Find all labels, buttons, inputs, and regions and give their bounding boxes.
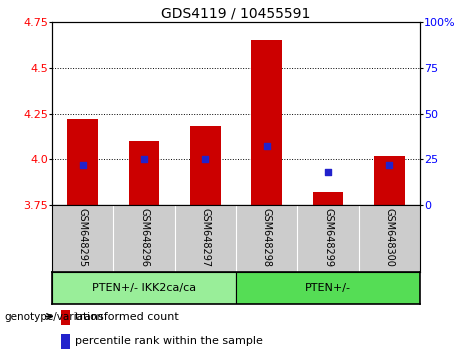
- Point: [140, 156, 148, 162]
- Bar: [313, 192, 343, 205]
- Text: GSM648300: GSM648300: [384, 209, 394, 267]
- Bar: [129, 141, 160, 205]
- Text: percentile rank within the sample: percentile rank within the sample: [75, 337, 263, 347]
- Bar: [52, 272, 236, 304]
- Bar: [251, 40, 282, 205]
- Bar: [61, 310, 70, 325]
- Text: GSM648298: GSM648298: [262, 209, 272, 267]
- Point: [201, 156, 209, 162]
- Text: PTEN+/-: PTEN+/-: [305, 283, 351, 293]
- Text: PTEN+/- IKK2ca/ca: PTEN+/- IKK2ca/ca: [92, 283, 196, 293]
- Text: GSM648299: GSM648299: [323, 209, 333, 267]
- Text: transformed count: transformed count: [75, 313, 178, 322]
- Point: [79, 162, 86, 167]
- Bar: [61, 334, 70, 349]
- Title: GDS4119 / 10455591: GDS4119 / 10455591: [161, 7, 311, 21]
- Bar: [190, 126, 221, 205]
- Point: [263, 144, 270, 149]
- Text: genotype/variation: genotype/variation: [5, 312, 104, 321]
- Point: [324, 169, 331, 175]
- Text: GSM648295: GSM648295: [77, 209, 88, 268]
- Bar: [236, 272, 420, 304]
- Bar: [374, 156, 405, 205]
- Text: GSM648297: GSM648297: [201, 209, 210, 268]
- Point: [386, 162, 393, 167]
- Bar: [67, 119, 98, 205]
- Text: GSM648296: GSM648296: [139, 209, 149, 267]
